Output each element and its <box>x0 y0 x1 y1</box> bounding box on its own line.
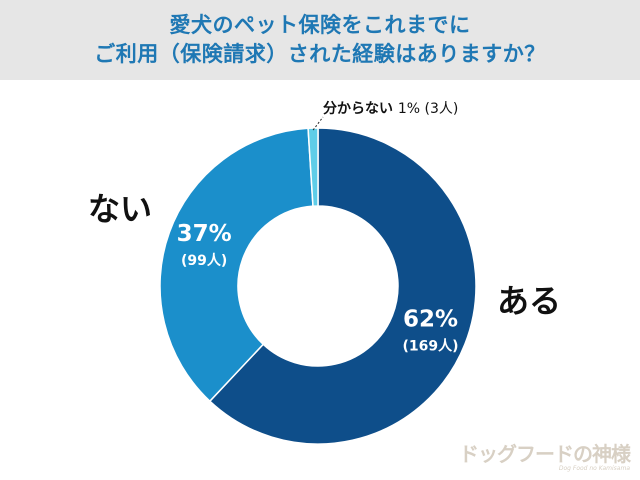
label-nai: ない <box>88 190 153 228</box>
donut-slice-2 <box>307 127 319 207</box>
donut-slice-1 <box>159 127 314 403</box>
label-wakaranai-name: 分からない <box>323 101 393 117</box>
label-aru: ある <box>497 282 562 320</box>
label-wakaranai-percent: 1% (3人) <box>397 101 459 117</box>
watermark-subtitle: Dog Food no Kamisama <box>558 465 630 472</box>
chart-title-line-1: 愛犬のペット保険をこれまでに <box>169 13 471 37</box>
slice-percent-label-0: 62% <box>403 307 458 333</box>
donut-slice-0 <box>208 127 477 445</box>
slice-count-label-0: (169人) <box>402 338 458 355</box>
slice-percent-label-1: 37% <box>177 221 232 247</box>
title-banner: 愛犬のペット保険をこれまでに ご利用（保険請求）された経験はありますか？ <box>0 0 640 80</box>
brand-watermark: ドッグフードの神様 Dog Food no Kamisama <box>459 438 631 472</box>
leader-line <box>312 116 324 131</box>
watermark-logo: ドッグフードの神様 <box>459 442 631 466</box>
slice-count-label-1: (99人) <box>181 252 227 269</box>
chart-title-line-2: ご利用（保険請求）された経験はありますか？ <box>94 42 546 66</box>
label-wakaranai: 分からない 1% (3人) <box>323 98 458 118</box>
